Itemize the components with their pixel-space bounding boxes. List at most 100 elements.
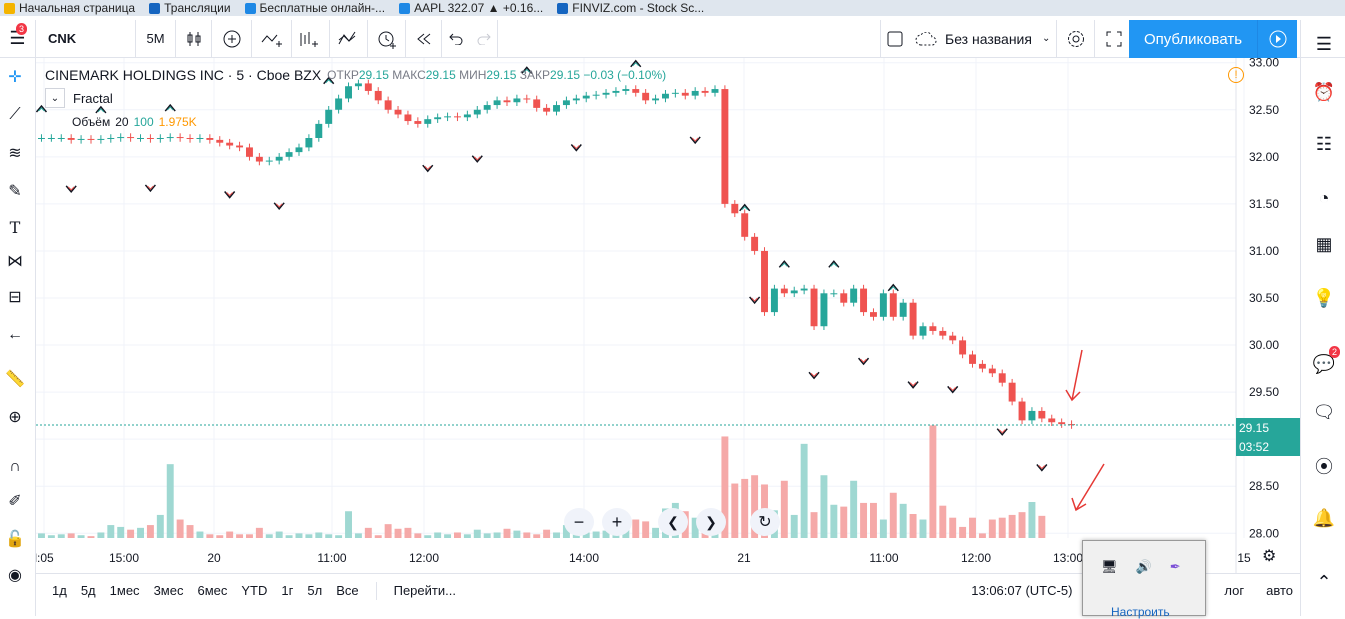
settings-gear-icon[interactable]: [1057, 19, 1095, 58]
undo-icon[interactable]: [442, 20, 470, 58]
add-indicator-icon[interactable]: [212, 19, 252, 58]
reset-chart-button[interactable]: ↻: [750, 508, 780, 536]
candle-body: [780, 288, 788, 294]
redo-icon[interactable]: [470, 19, 498, 58]
magnet-icon[interactable]: ∩: [9, 458, 21, 475]
publish-button[interactable]: Опубликовать: [1129, 20, 1297, 58]
volume-bar: [196, 531, 204, 538]
bookmark-item[interactable]: Бесплатные онлайн-...: [244, 1, 385, 15]
data-window-icon[interactable]: ☷: [1315, 133, 1333, 154]
fib-icon[interactable]: ≋: [8, 145, 22, 162]
scroll-right-button[interactable]: ❯: [696, 508, 726, 536]
layout-name-button[interactable]: Без названия ⌄: [909, 19, 1057, 58]
bookmark-item[interactable]: FINVIZ.com - Stock Sc...: [557, 1, 704, 15]
scroll-left-button[interactable]: ❮: [658, 508, 688, 536]
volume-bar: [374, 535, 382, 538]
templates-icon[interactable]: [330, 19, 368, 58]
range-button[interactable]: 1д: [52, 583, 67, 598]
candles-icon[interactable]: [176, 19, 212, 58]
trendline-icon[interactable]: ⟋: [9, 106, 21, 123]
compare-icon[interactable]: [252, 19, 292, 58]
bookmark-label: Начальная страница: [19, 1, 136, 15]
measure-range-icon[interactable]: ⊟: [8, 289, 22, 306]
range-button[interactable]: 1мес: [109, 583, 140, 598]
text-tool-icon[interactable]: T: [9, 217, 21, 237]
log-toggle[interactable]: лог: [1224, 583, 1245, 598]
bookmark-item[interactable]: Начальная страница: [4, 1, 135, 15]
alarm-clock-icon[interactable]: ⏰: [1312, 81, 1336, 102]
axis-settings-icon[interactable]: ⚙: [1262, 548, 1277, 565]
chat-icon[interactable]: 💬: [1312, 353, 1336, 374]
network-icon[interactable]: 🖥: [1101, 559, 1118, 574]
fractal-down-icon: [808, 371, 820, 380]
range-button[interactable]: 5д: [80, 583, 96, 598]
play-icon[interactable]: [1257, 20, 1297, 58]
streams-icon[interactable]: ⦿: [1315, 457, 1333, 477]
zoom-in-button[interactable]: +: [602, 508, 632, 536]
candle-body: [1038, 410, 1046, 419]
time-tick-label: 15:00: [109, 551, 139, 565]
expand-icon[interactable]: ⌃: [1316, 571, 1332, 592]
candle-body: [364, 83, 372, 91]
pattern-icon[interactable]: ⋈: [7, 253, 23, 270]
volume-icon[interactable]: 🔊: [1135, 559, 1152, 574]
candle-body: [830, 293, 838, 295]
messages-icon[interactable]: 🗨: [1312, 401, 1336, 422]
warning-icon[interactable]: !: [1228, 67, 1244, 83]
volume-bar: [741, 478, 749, 538]
candle-body: [1028, 410, 1036, 421]
calendar-icon[interactable]: ▦: [1315, 233, 1333, 254]
range-button[interactable]: 1г: [281, 583, 294, 598]
fractal-down-icon: [998, 429, 1006, 434]
crosshair-icon[interactable]: ✛: [8, 69, 22, 86]
brush-icon[interactable]: ✎: [8, 183, 22, 200]
range-button[interactable]: 3мес: [153, 583, 184, 598]
price-chart[interactable]: 28.0028.5029.0029.5030.0030.5031.0031.50…: [36, 58, 1300, 573]
range-button[interactable]: 5л: [307, 583, 323, 598]
pen-icon[interactable]: ✒: [1169, 559, 1181, 574]
ideas-bulb-icon[interactable]: 💡: [1312, 287, 1336, 308]
lock-icon[interactable]: 🔓: [5, 531, 25, 548]
range-button[interactable]: Все: [336, 583, 359, 598]
volume-bar: [691, 517, 699, 538]
fullscreen-icon[interactable]: [1095, 19, 1133, 58]
watchlist-icon[interactable]: ☰: [1315, 33, 1333, 54]
eye-icon[interactable]: ◉: [8, 567, 22, 584]
back-arrow-icon[interactable]: ←: [7, 326, 23, 343]
zoom-in-icon[interactable]: ⊕: [8, 409, 22, 426]
fractal-up-icon: [632, 62, 640, 67]
volume-bar: [642, 521, 650, 538]
volume-bar: [988, 519, 996, 538]
notifications-bell-icon[interactable]: 🔔: [1312, 507, 1336, 528]
indicators-icon[interactable]: [292, 19, 330, 58]
candle-body: [444, 116, 452, 118]
alert-icon[interactable]: [368, 19, 406, 58]
auto-toggle[interactable]: авто: [1266, 583, 1293, 598]
goto-button[interactable]: Перейти...: [393, 583, 456, 598]
lock-pencil-icon[interactable]: ✐: [8, 493, 22, 510]
bookmark-item[interactable]: Трансляции: [149, 1, 231, 15]
bookmark-item[interactable]: AAPL 322.07 ▲ +0.16...: [399, 1, 543, 15]
candle-body: [493, 100, 501, 106]
volume-legend: Объём 20 100 1.975K: [72, 115, 197, 129]
volume-bar: [860, 502, 868, 538]
zoom-out-button[interactable]: −: [564, 508, 594, 536]
symbol-search[interactable]: CNK: [36, 19, 136, 58]
collapse-chevron-icon[interactable]: ⌄: [45, 88, 65, 108]
candle-body: [860, 288, 868, 313]
fullscreen-layout-icon[interactable]: [881, 20, 909, 58]
interval-button[interactable]: 5M: [136, 19, 176, 58]
configure-link[interactable]: Настроить: [1111, 605, 1170, 619]
candle-body: [721, 89, 729, 204]
hotlist-icon[interactable]: ◔: [1318, 187, 1330, 208]
candle-body: [632, 89, 640, 93]
menu-button[interactable]: ☰ 3: [0, 19, 36, 58]
candle-body: [959, 340, 967, 355]
ruler-icon[interactable]: 📏: [5, 371, 25, 388]
candle-body: [236, 145, 244, 148]
replay-icon[interactable]: [406, 19, 442, 58]
clock[interactable]: 13:06:07 (UTC-5): [971, 583, 1073, 598]
range-button[interactable]: YTD: [241, 583, 268, 598]
time-tick-label: 20: [207, 551, 221, 565]
range-button[interactable]: 6мес: [197, 583, 228, 598]
